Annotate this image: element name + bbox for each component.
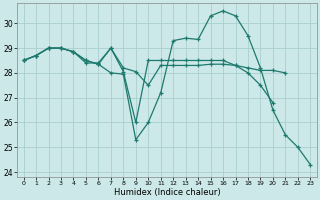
- X-axis label: Humidex (Indice chaleur): Humidex (Indice chaleur): [114, 188, 220, 197]
